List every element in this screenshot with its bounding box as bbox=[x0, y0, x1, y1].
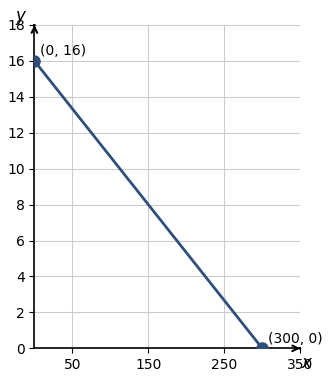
Text: (0, 16): (0, 16) bbox=[40, 44, 87, 58]
Text: y: y bbox=[16, 7, 26, 25]
Text: (300, 0): (300, 0) bbox=[268, 332, 323, 346]
Text: x: x bbox=[302, 354, 311, 372]
